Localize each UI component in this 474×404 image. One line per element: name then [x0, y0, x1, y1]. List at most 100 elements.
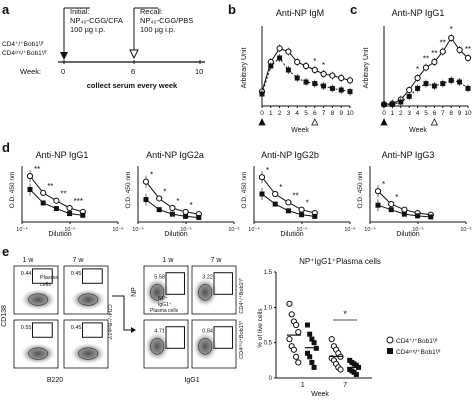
- d2-significance: *: [306, 199, 309, 208]
- d0-point-1: [67, 211, 73, 217]
- e-right-1-contour: [198, 284, 213, 301]
- e-dot-1: [307, 331, 313, 337]
- e-right-3-gate-value: 0.84: [202, 329, 213, 335]
- c-significance: **: [431, 49, 437, 58]
- c-open-arrow-icon: [430, 118, 439, 126]
- c-point-1: [423, 81, 429, 87]
- e-right-2-cell-population: [144, 332, 170, 361]
- d1-significance: *: [163, 187, 166, 196]
- e-left-0-gate: [31, 268, 53, 284]
- initial-antigen: NP₄₀-CGG/CFA: [70, 16, 123, 25]
- col-label-1w-left: 1 w: [23, 257, 35, 264]
- recall-label: Recall:: [140, 7, 163, 16]
- d1-significance: *: [176, 197, 179, 206]
- d0-point-0: [66, 204, 73, 212]
- panel-c: c Anti-NP IgG1 Arbitrary Unit Week: [350, 2, 444, 134]
- d3-point-0: [388, 200, 395, 208]
- c-point-1: [398, 99, 404, 105]
- c-significance: *: [450, 25, 453, 34]
- b-point-0: [276, 45, 283, 52]
- chart-title-d-igg2a: Anti-NP IgG2a: [146, 150, 204, 160]
- e-left-1-gate-value: 0.45: [71, 271, 82, 277]
- b-point-1: [321, 83, 327, 89]
- c-significance: *: [416, 65, 419, 74]
- b-x-tick-label: 9: [339, 110, 343, 117]
- b-x-tick-label: 7: [322, 110, 326, 117]
- y-axis-label-e: % of live cells: [257, 308, 264, 348]
- e-left-3-contour: [78, 347, 99, 360]
- e-significance: *: [343, 309, 347, 319]
- b-x-tick-label: 4: [295, 110, 299, 117]
- e-y-tick-label: 0.5: [264, 341, 273, 347]
- d2-point-1: [272, 201, 278, 207]
- c-significance: **: [440, 39, 446, 48]
- y-axis-label-d-igg2a: O.D. 450 nm: [125, 172, 132, 209]
- e-dot-1: [304, 350, 310, 356]
- d2-point-0: [258, 174, 266, 181]
- panel-b: b Anti-NP IgM Arbitrary Unit Week: [228, 2, 324, 134]
- d0-point-1: [80, 212, 86, 218]
- filled-arrow-icon: [60, 52, 68, 60]
- b-point-0: [302, 62, 310, 70]
- plasma-cells-label: cells: [40, 282, 51, 288]
- c-x-tick-label: 6: [433, 110, 437, 117]
- e-dot-1: [304, 322, 310, 328]
- e-left-1-contour: [78, 293, 99, 306]
- c-x-tick-label: 7: [441, 110, 445, 117]
- col-label-7w-right: 7 w: [211, 257, 223, 264]
- e-right-3-cell-population: [192, 332, 218, 361]
- panel-letter-c: c: [350, 2, 357, 17]
- e-y-tick-label: 1.5: [264, 270, 273, 276]
- c-x-tick-label: 8: [449, 110, 453, 117]
- e-left-3-cell-population: [70, 343, 106, 365]
- cd138-axis-label: CD138: [1, 305, 8, 327]
- c-point-1: [389, 101, 395, 107]
- e-left-0-cell-population: [20, 289, 56, 311]
- recall-dose: 100 µg i.p.: [140, 25, 175, 34]
- d0-x-tick-label: 10⁻⁴: [16, 226, 28, 233]
- d3-point-1: [415, 213, 421, 219]
- d2-point-1: [299, 212, 305, 218]
- gating-arrow-icon: [131, 327, 136, 333]
- np-igg1-label: NP⁺: [158, 296, 168, 302]
- c-point-0: [464, 54, 472, 62]
- x-axis-label-c: Week: [409, 127, 427, 134]
- c-point-0: [448, 34, 455, 42]
- e-dot-1: [309, 336, 315, 342]
- c-x-tick-label: 10: [464, 110, 472, 117]
- legend-marker-cre: [387, 348, 393, 354]
- d0-x-tick-label: 10⁻⁵: [64, 226, 75, 233]
- c-point-1: [381, 101, 387, 107]
- d0-significance: **: [34, 165, 40, 174]
- e-dot-0: [295, 359, 302, 366]
- c-x-tick-label: 9: [458, 110, 462, 117]
- d0-point-0: [26, 172, 34, 180]
- d3-x-tick-label: 10⁻⁶: [460, 226, 471, 233]
- e-right-0-gate: [165, 272, 185, 295]
- d3-x-tick-label: 10⁻⁵: [412, 226, 423, 233]
- d1-point-0: [169, 204, 176, 212]
- d0-point-1: [53, 206, 59, 212]
- x-axis-label-d-igg3: Dilution: [396, 231, 419, 238]
- e-right-3-contour: [198, 338, 213, 355]
- e-right-1-gate-value: 3.22: [202, 275, 213, 281]
- d3-point-1: [428, 214, 434, 220]
- d2-point-0: [298, 206, 305, 213]
- d2-point-0: [285, 199, 292, 206]
- e-left-3-gate-value: 0.45: [71, 325, 82, 331]
- d2-significance: **: [292, 191, 298, 200]
- y-axis-label-b: Arbitrary Unit: [241, 48, 248, 89]
- c-point-0: [414, 74, 421, 82]
- e-dot-0: [288, 311, 295, 318]
- y-axis-label-d-igg3: O.D. 450 nm: [357, 172, 364, 209]
- d3-point-1: [401, 211, 407, 217]
- y-axis-label-d-igg2b: O.D. 450 nm: [241, 172, 248, 209]
- panel-d: d Anti-NP IgG1 O.D. 450 nm Dilution Anti…: [2, 140, 434, 238]
- d0-significance: **: [60, 190, 66, 199]
- e-dot-0: [292, 321, 300, 329]
- e-right-3-gate: [213, 326, 233, 349]
- d1-point-1: [169, 211, 175, 217]
- c-point-0: [431, 58, 438, 66]
- d1-point-1: [143, 197, 149, 203]
- c-point-0: [439, 48, 446, 55]
